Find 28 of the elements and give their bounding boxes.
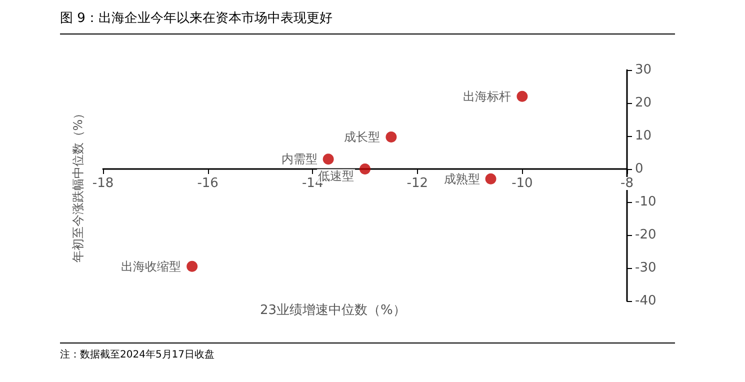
x-axis-title: 23业绩增速中位数（%） bbox=[260, 303, 406, 318]
annotation: 出海标杆 bbox=[463, 89, 512, 104]
chart-title: 图 9：出海企业今年以来在资本市场中表现更好 bbox=[60, 11, 332, 26]
x-tick-label: -16 bbox=[197, 176, 218, 191]
y-tick-label: -20 bbox=[635, 228, 656, 242]
y-tick-label: 30 bbox=[635, 62, 652, 78]
annotation: 成长型 bbox=[344, 130, 380, 144]
x-tick-label: -8 bbox=[620, 176, 634, 191]
x-tick-label: -10 bbox=[512, 176, 533, 191]
y-tick-label: -40 bbox=[635, 294, 656, 308]
x-tick-label: -12 bbox=[406, 176, 428, 191]
text: 注：数据截至2024年5月17日收盘 bbox=[60, 348, 215, 360]
y-tick-label: 10 bbox=[635, 128, 652, 144]
x-tick-label: -18 bbox=[92, 176, 114, 191]
point bbox=[485, 173, 496, 184]
y-tick-label: 20 bbox=[635, 96, 652, 110]
y-tick-label: -30 bbox=[635, 260, 656, 276]
point bbox=[186, 260, 198, 272]
annotation: 成熟型 bbox=[444, 172, 480, 186]
point bbox=[322, 154, 334, 165]
point bbox=[360, 164, 370, 174]
point bbox=[516, 90, 528, 102]
y-tick-label: 0 bbox=[635, 162, 644, 176]
y-axis-title: 年初至今涨跌幅中位数（%） bbox=[71, 107, 85, 263]
point bbox=[386, 131, 397, 142]
y-tick-label: -10 bbox=[635, 194, 656, 210]
annotation: 出海收缩型 bbox=[121, 259, 182, 274]
annotation: 内需型 bbox=[281, 152, 318, 166]
